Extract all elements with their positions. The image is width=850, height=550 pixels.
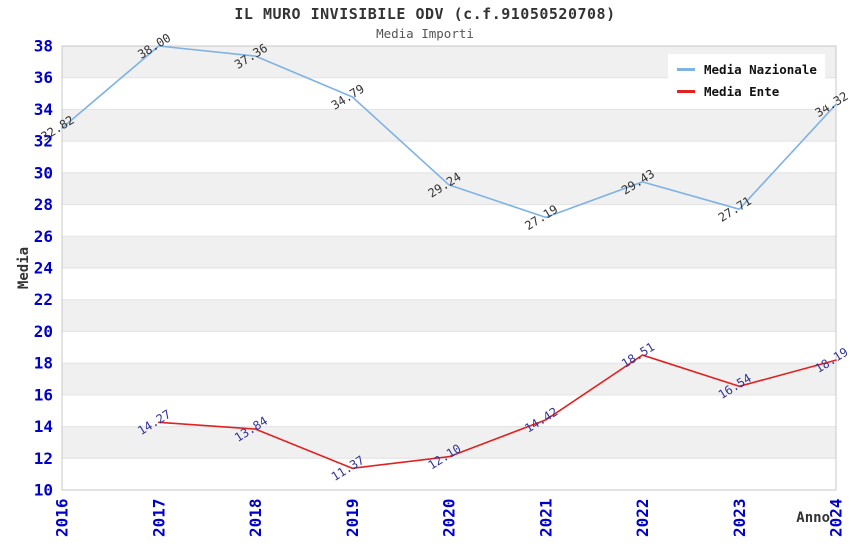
svg-text:2022: 2022	[633, 498, 652, 537]
svg-text:2024: 2024	[827, 498, 846, 537]
svg-text:22: 22	[34, 290, 53, 309]
svg-text:36: 36	[34, 68, 53, 87]
plot-bands	[62, 46, 836, 459]
svg-text:24: 24	[34, 259, 53, 278]
svg-text:2020: 2020	[440, 498, 459, 537]
svg-text:2023: 2023	[730, 498, 749, 537]
media-ente-line-swatch	[677, 89, 695, 93]
svg-text:32: 32	[34, 132, 53, 151]
svg-text:10: 10	[34, 481, 53, 500]
svg-text:2016: 2016	[53, 498, 72, 537]
legend-label-media-ente: Media Ente	[704, 83, 780, 99]
y-tick-labels: 10 12 14 16 18 20 22 24 26 28 30 32 34 36 38	[34, 37, 53, 500]
svg-text:38: 38	[34, 37, 53, 56]
svg-text:12: 12	[34, 449, 53, 468]
svg-text:2018: 2018	[246, 498, 265, 537]
plot-border	[61, 45, 837, 491]
svg-text:34: 34	[34, 100, 53, 119]
svg-text:27.19: 27.19	[522, 202, 560, 233]
svg-text:30: 30	[34, 163, 53, 182]
legend: Media Nazionale Media Ente	[668, 54, 825, 106]
legend-item-media-ente: Media Ente	[677, 80, 817, 102]
svg-text:2019: 2019	[343, 498, 362, 537]
chart-subtitle: Media Importi	[376, 26, 474, 41]
svg-text:2021: 2021	[536, 498, 555, 537]
svg-text:28: 28	[34, 195, 53, 214]
svg-text:2017: 2017	[149, 498, 168, 537]
y-axis-title: Media	[16, 246, 32, 290]
chart-title: IL MURO INVISIBILE ODV (c.f.91050520708)	[234, 5, 616, 23]
svg-text:26: 26	[34, 227, 53, 246]
svg-text:16: 16	[34, 385, 53, 404]
svg-text:20: 20	[34, 322, 53, 341]
svg-text:34.79: 34.79	[329, 82, 367, 113]
legend-item-media-nazionale: Media Nazionale	[677, 58, 817, 80]
legend-label-media-nazionale: Media Nazionale	[704, 61, 817, 77]
x-tick-labels: 2016 2017 2018 2019 2020 2021 2022 2023 2024	[53, 498, 846, 537]
x-axis-title: Anno	[796, 510, 830, 526]
svg-text:14: 14	[34, 417, 53, 436]
media-nazionale-line-swatch	[677, 67, 695, 71]
series-lines	[61, 45, 837, 470]
svg-text:18: 18	[34, 354, 53, 373]
